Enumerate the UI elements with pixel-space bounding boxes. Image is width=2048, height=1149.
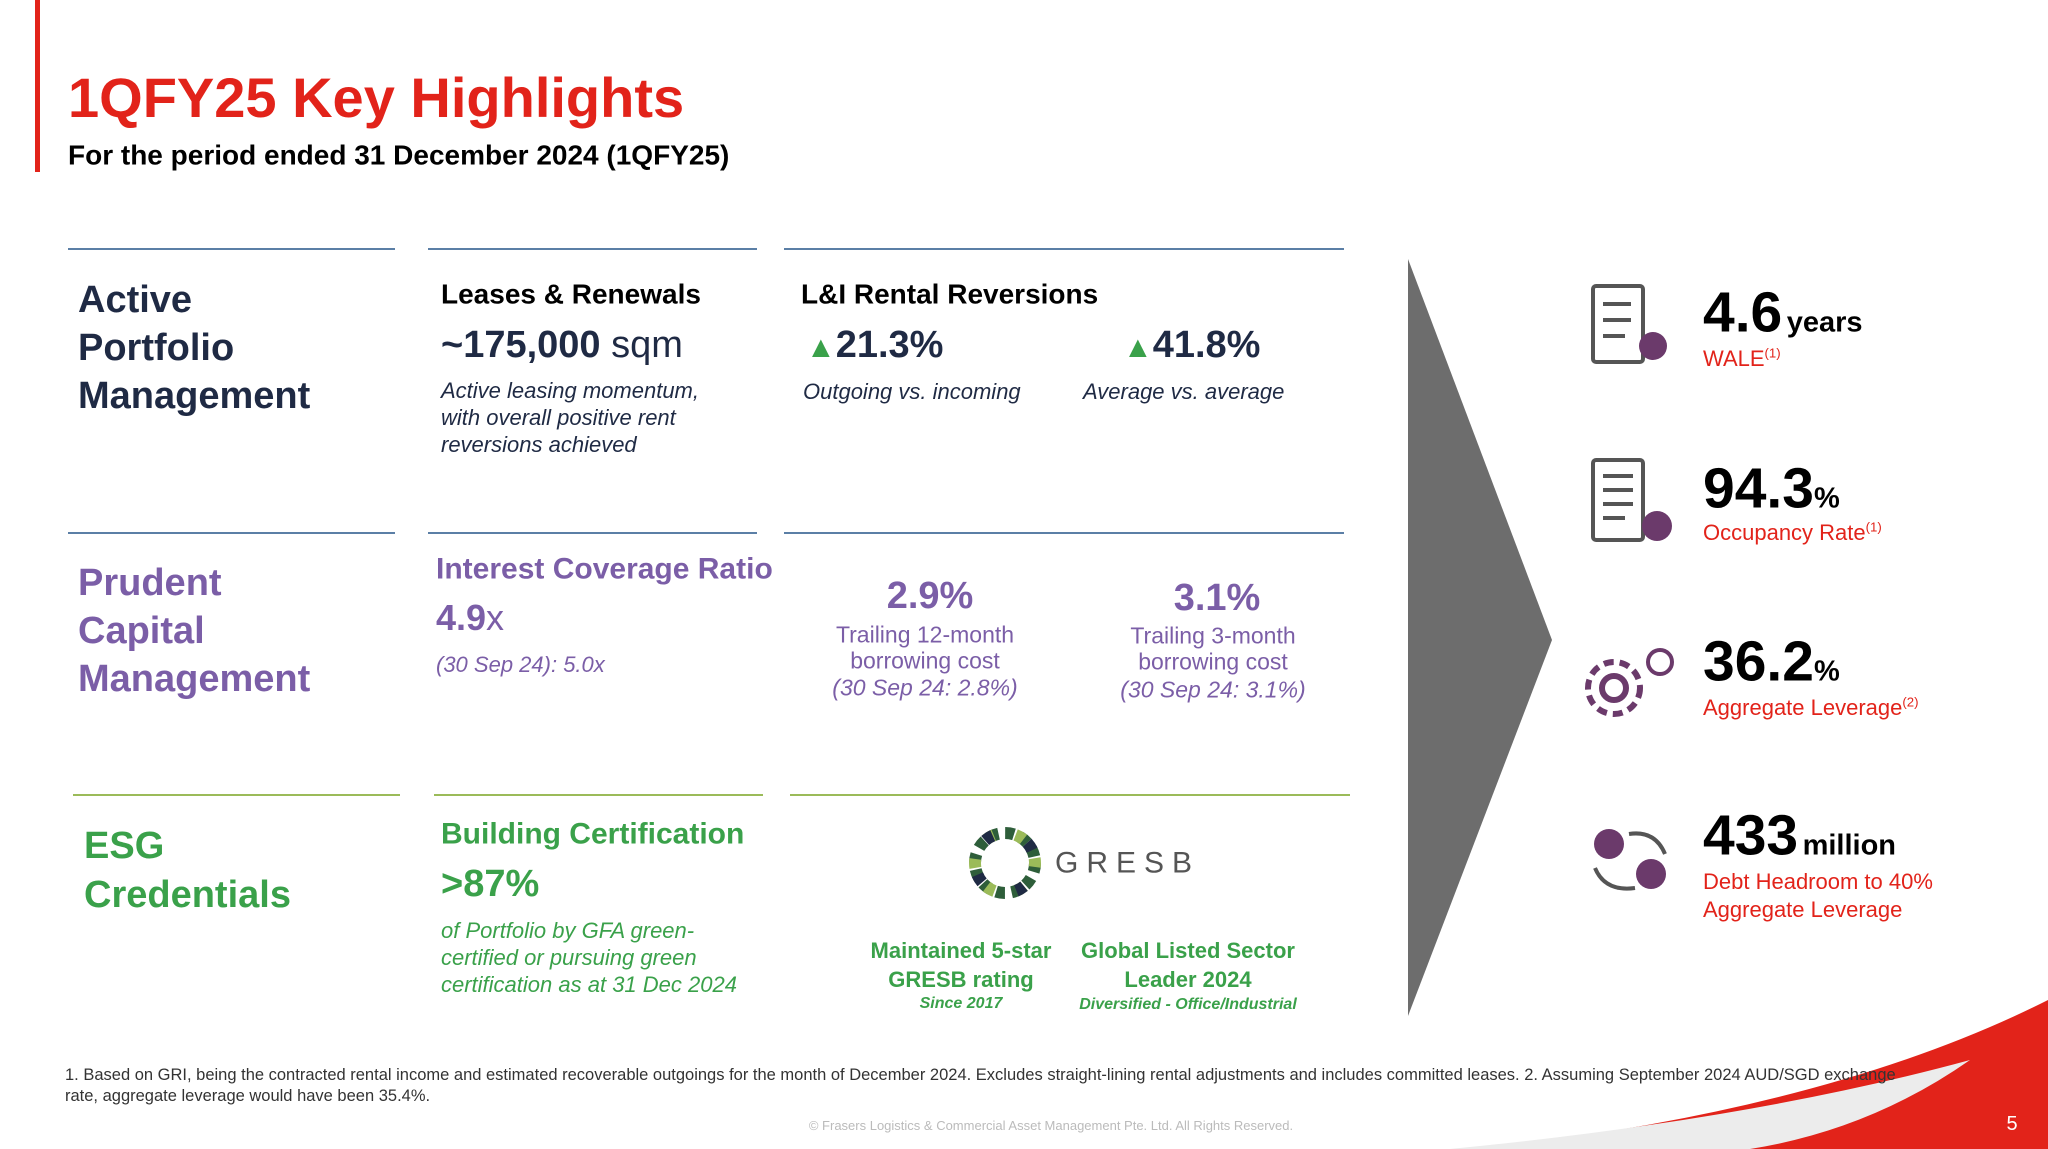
metric-unit: years: [1786, 306, 1863, 339]
gear-icon: [1585, 648, 1674, 717]
metric: 94.3%: [1703, 456, 1840, 521]
award: Maintained 5-star: [870, 937, 1052, 963]
metric: 4.6 years: [1703, 280, 1863, 345]
description: certification as at 31 Dec 2024: [441, 971, 737, 997]
divider: [790, 794, 1350, 796]
up-arrow: ▲: [806, 331, 836, 365]
value: 21.3%: [835, 324, 944, 367]
footnote-ref: (1): [1865, 519, 1882, 535]
footnote: 1. Based on GRI, being the contracted re…: [65, 1066, 1896, 1105]
card-value: ▲41.8%: [1123, 324, 1261, 367]
metric-label: Aggregate Leverage(2): [1703, 694, 1919, 721]
award: Global Listed Sector: [1081, 937, 1295, 963]
page-number: 5: [2006, 1113, 2018, 1135]
icons: [1591, 284, 1672, 542]
divider: [68, 532, 395, 534]
metric-label: Aggregate Leverage: [1703, 896, 1903, 922]
label: Aggregate Leverage: [1703, 695, 1903, 721]
award: Leader 2024: [1124, 966, 1252, 992]
metric-unit: %: [1813, 482, 1840, 515]
section-heading: Active: [78, 279, 193, 322]
card-value: ~175,000 sqm: [441, 324, 683, 367]
divider: [784, 248, 1344, 250]
description: Outgoing vs. incoming: [803, 378, 1021, 404]
metric-label: Occupancy Rate(1): [1703, 519, 1882, 546]
card-value: 4.9x: [436, 598, 504, 638]
section-heading: ESG: [84, 825, 165, 868]
description: certified or pursuing green: [441, 944, 697, 970]
description: borrowing cost: [1138, 648, 1288, 675]
footnote-ref: (2): [1902, 694, 1919, 710]
section-heading: Portfolio: [78, 327, 235, 370]
swoosh: [1450, 1000, 2048, 1149]
metric-unit: %: [1813, 655, 1840, 688]
footnote-ref: (1): [1764, 345, 1781, 361]
up-arrow: ▲: [1123, 331, 1153, 365]
label: Occupancy Rate: [1703, 520, 1866, 546]
metric-label: WALE(1): [1703, 345, 1781, 372]
value: 4.9: [436, 597, 487, 639]
money-icon: [1593, 829, 1667, 891]
description: Active leasing momentum,: [441, 377, 699, 403]
title: 1QFY25 Key Highlights: [68, 66, 685, 130]
card-title: Building Certification: [441, 817, 745, 851]
description: Trailing 12-month: [835, 621, 1015, 648]
divider: [68, 248, 395, 250]
metric-value: 4.6: [1703, 280, 1783, 345]
value: 41.8%: [1152, 324, 1261, 367]
award-note: Since 2017: [919, 995, 1003, 1013]
metric-unit: million: [1802, 829, 1897, 862]
accent-bar: [35, 0, 40, 172]
chevron: [1408, 259, 1552, 1016]
divider: [434, 794, 763, 796]
description: (30 Sep 24: 2.8%): [832, 674, 1018, 701]
description: Trailing 3-month: [1130, 622, 1296, 649]
card-value: >87%: [441, 863, 540, 906]
divider: [73, 794, 400, 796]
description: Average vs. average: [1083, 378, 1285, 404]
description: (30 Sep 24: 3.1%): [1120, 676, 1306, 703]
value: ~175,000: [441, 324, 601, 367]
unit: sqm: [611, 324, 683, 367]
metric-value: 36.2: [1703, 629, 1814, 694]
metric: 36.2%: [1703, 629, 1840, 694]
card-value: 3.1%: [1173, 577, 1261, 620]
gresb-logo: GRESB: [1055, 846, 1201, 880]
section-heading: Management: [78, 375, 311, 418]
card-title: L&I Rental Reversions: [801, 278, 1099, 310]
divider: [428, 532, 757, 534]
section-heading: Credentials: [84, 874, 291, 917]
copyright: © Frasers Logistics & Commercial Asset M…: [808, 1117, 1294, 1133]
label: WALE: [1703, 346, 1765, 372]
section-heading: Management: [78, 658, 311, 701]
card-value: ▲21.3%: [806, 324, 944, 367]
divider: [428, 248, 757, 250]
award-note: Diversified - Office/Industrial: [1079, 996, 1297, 1014]
subtitle: For the period ended 31 December 2024 (1…: [68, 139, 730, 171]
metric: 433 million: [1703, 803, 1897, 868]
award: GRESB rating: [888, 966, 1034, 992]
card-title: Interest Coverage Ratio: [436, 552, 773, 586]
description: of Portfolio by GFA green-: [441, 917, 695, 943]
unit: x: [486, 597, 505, 639]
description: reversions achieved: [441, 431, 637, 457]
description: borrowing cost: [850, 647, 1000, 674]
gresb-icon: [969, 827, 1041, 899]
metric-value: 433: [1703, 803, 1799, 868]
card-title: Leases & Renewals: [441, 278, 701, 310]
metric-value: 94.3: [1703, 456, 1814, 521]
description: with overall positive rent: [441, 404, 676, 430]
section-heading: Prudent: [78, 562, 222, 605]
metric-label: Debt Headroom to 40%: [1703, 868, 1933, 894]
section-heading: Capital: [78, 610, 205, 653]
divider: [784, 532, 1344, 534]
note: (30 Sep 24): 5.0x: [436, 651, 605, 677]
card-value: 2.9%: [886, 575, 974, 618]
